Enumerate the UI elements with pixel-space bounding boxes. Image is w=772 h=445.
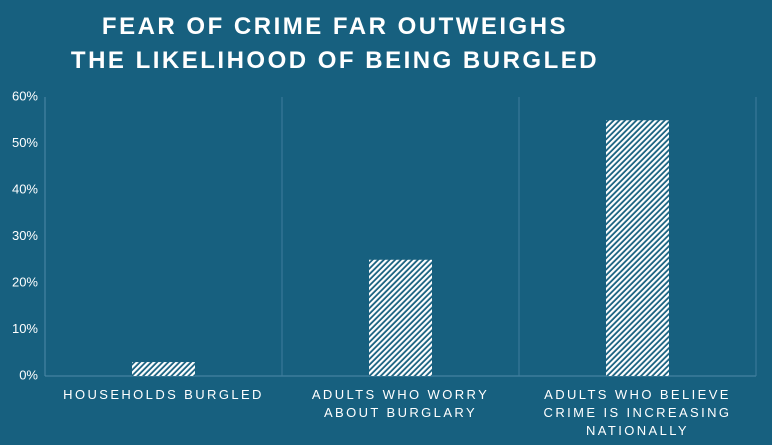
y-tick-label: 10% <box>12 321 38 336</box>
y-tick-label: 60% <box>12 88 38 103</box>
x-tick-label: ADULTS WHO BELIEVE CRIME IS INCREASING N… <box>543 387 732 438</box>
bar <box>369 259 432 376</box>
x-tick-label: HOUSEHOLDS BURGLED <box>63 387 264 402</box>
y-tick-label: 20% <box>12 274 38 289</box>
y-tick-label: 40% <box>12 181 38 196</box>
chart-title: FEAR OF CRIME FAR OUTWEIGHS THE LIKELIHO… <box>70 13 600 74</box>
bar <box>132 362 195 376</box>
y-tick-label: 50% <box>12 135 38 150</box>
bar <box>606 120 669 376</box>
y-tick-label: 0% <box>19 367 38 382</box>
x-tick-label: ADULTS WHO WORRY ABOUT BURGLARY <box>311 387 490 420</box>
y-tick-label: 30% <box>12 228 38 243</box>
